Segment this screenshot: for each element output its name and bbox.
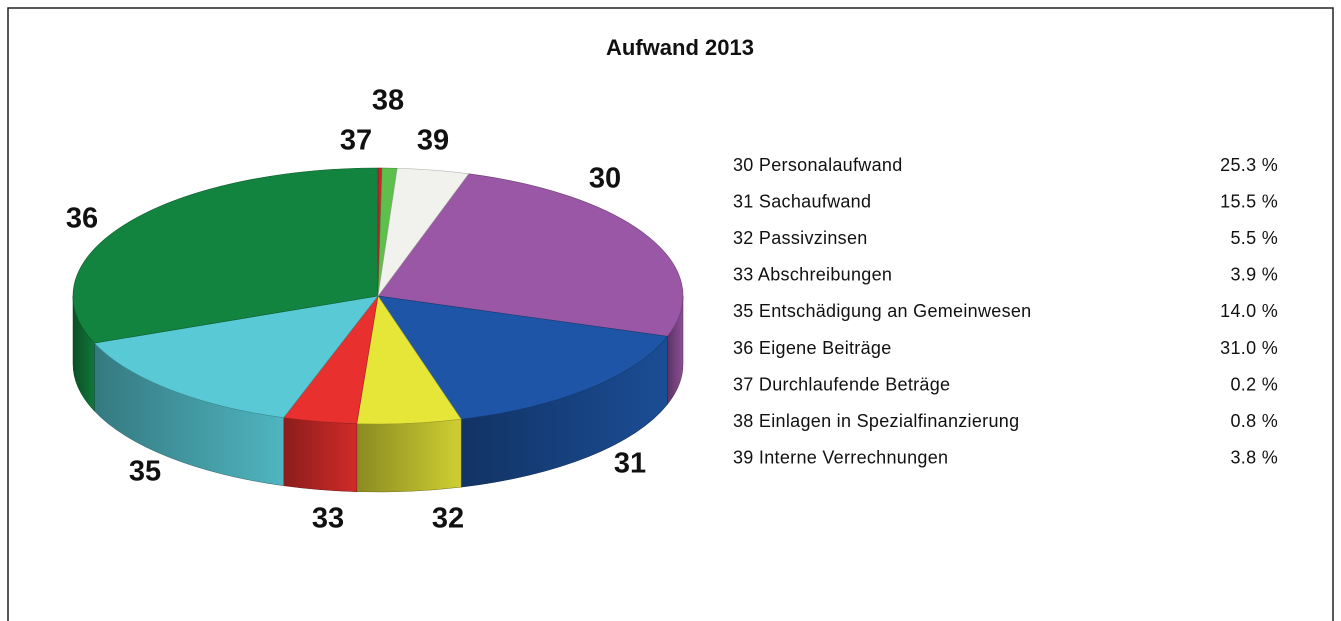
legend-value: 3.8 % [1230,448,1278,468]
slice [377,173,684,337]
slice-label: 35 [129,456,161,488]
slice-label: 33 [312,503,344,535]
slice [377,295,669,420]
slice-side [356,418,462,493]
legend-value: 14.0 % [1220,301,1278,321]
legend-value: 3.9 % [1230,265,1278,285]
legend-label: 36 Eigene Beiträge [733,338,892,358]
chart-title: Aufwand 2013 [606,35,754,60]
slice-label: 36 [66,203,98,235]
slice-label: 31 [614,448,646,480]
slice-label: 30 [589,163,621,195]
legend-label: 39 Interne Verrechnungen [733,448,948,468]
slice-label: 32 [432,503,464,535]
slice-side [283,417,358,492]
slice-label: 38 [372,85,404,117]
slice [93,295,379,419]
legend-label: 35 Entschädigung an Gemeinwesen [733,301,1032,321]
legend-value: 31.0 % [1220,338,1278,358]
legend-label: 30 Personalaufwand [733,155,903,175]
slice-label: 37 [340,125,372,157]
slice-label: 39 [417,125,449,157]
legend-label: 32 Passivzinsen [733,228,868,248]
pie-sides [72,295,684,493]
legend-value: 0.8 % [1230,411,1278,431]
legend-value: 0.2 % [1230,374,1278,394]
legend-label: 38 Einlagen in Spezialfinanzierung [733,411,1019,431]
legend-label: 33 Abschreibungen [733,265,892,285]
legend-value: 5.5 % [1230,228,1278,248]
legend-value: 25.3 % [1220,155,1278,175]
pie-tops [72,167,684,425]
slice [72,167,379,344]
frame [7,7,1334,621]
labels: 30 30 Personalaufwand 25.3 % 31 31 Sachaufwa… [66,85,1278,535]
legend-value: 15.5 % [1220,191,1278,211]
legend-label: 37 Durchlaufende Beträge [733,374,950,394]
slice [377,167,470,297]
legend-label: 31 Sachaufwand [733,191,871,211]
